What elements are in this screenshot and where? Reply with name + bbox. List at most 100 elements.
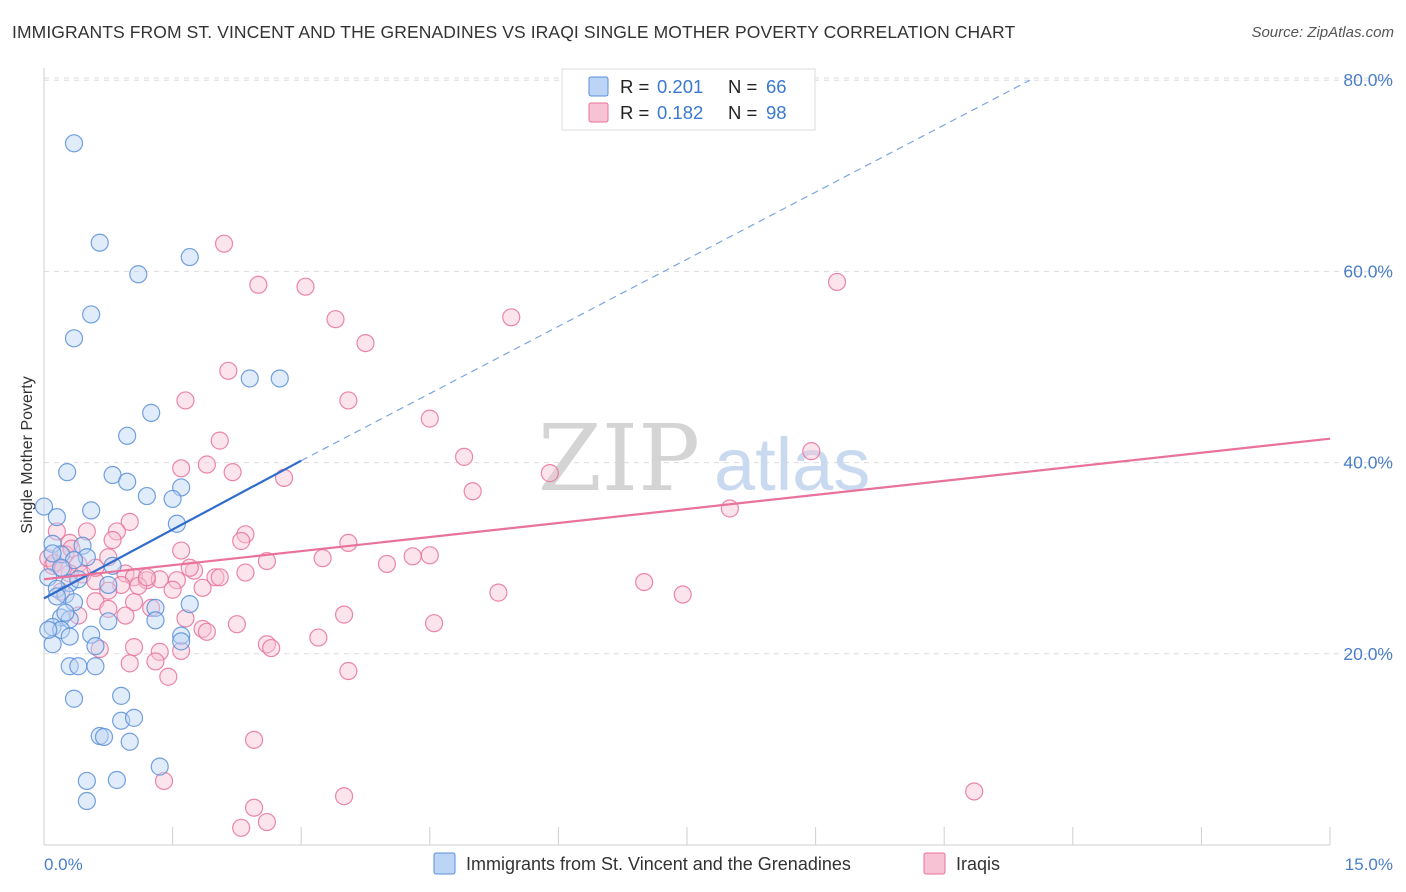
iraqis-point-67 [197,622,216,641]
x-tick-max: 15.0% [1345,855,1393,874]
iraqis-point-12 [454,447,474,466]
iraqis-point-54 [99,581,118,600]
iraqis-point-21 [120,512,139,531]
chart-source: Source: ZipAtlas.com [1251,24,1394,41]
iraqis-point-59 [673,585,692,604]
iraqis-point-63 [116,606,135,625]
legend-series: Immigrants from St. Vincent and the Gren… [433,852,1000,875]
iraqis-point-69 [424,614,444,633]
iraqis-point-58 [635,572,654,592]
iraqis-point-73 [124,638,144,657]
iraqis-point-52 [193,578,212,597]
iraqis-point-94 [137,568,156,587]
legend-r-label-pink: R = [620,102,654,123]
iraqis-point-3 [502,308,521,327]
iraqis-point-86 [257,812,277,832]
legend-swatch-blue [588,76,609,97]
legend-n-value-pink: 98 [766,102,787,123]
iraqis-point-87 [232,818,251,837]
iraqis-point-53 [163,580,182,599]
iraqis-point-28 [103,530,122,550]
iraqis-point-35 [257,551,277,571]
iraqis-point-9 [339,391,358,410]
iraqis-point-7 [219,361,238,380]
iraqis-point-48 [210,568,229,587]
iraqis-point-15 [197,455,216,474]
iraqis-point-47 [206,568,225,587]
iraqis-point-85 [244,798,264,817]
iraqis-point-55 [489,583,508,602]
iraqis-point-76 [150,642,169,661]
legend-n-label-pink: N = [728,102,762,123]
watermark: ZIP atlas [538,405,870,512]
iraqis-point-77 [120,654,139,673]
iraqis-point-80 [159,667,178,686]
iraqis-point-5 [326,310,345,329]
iraqis-point-96 [236,563,255,582]
legend-bottom-swatch-blue [433,852,456,875]
legend-r-value-blue: 0.201 [657,76,703,97]
iraqis-point-84 [965,782,984,801]
watermark-zip: ZIP [538,405,700,512]
y-tick-label-20: 20.0% [1343,644,1393,664]
axes [43,68,1331,846]
iraqis-point-68 [227,615,246,634]
iraqis-point-6 [356,334,375,353]
iraqis-point-0 [214,234,234,253]
iraqis-point-2 [296,277,315,296]
legend-bottom-label-blue: Immigrants from St. Vincent and the Gren… [466,854,851,874]
iraqis-point-26 [232,531,251,551]
trend-lines [43,79,1331,600]
legend-swatch-pink [588,102,609,123]
legend-n-label-blue: N = [728,76,762,97]
iraqis-point-4 [827,272,847,292]
legend-bottom-swatch-pink [923,852,946,875]
iraqis-point-91 [62,539,81,558]
trend-svg-extension [300,79,1031,462]
x-tick-labels: 0.0% 15.0% [44,855,1393,874]
series-svg-points [34,134,289,811]
y-tick-label-80: 80.0% [1343,70,1393,90]
series-iraqis-points [39,234,984,837]
iraqis-point-78 [146,652,165,671]
iraqis-point-83 [334,787,354,806]
iraqis-point-46 [167,571,186,590]
iraqis-point-62 [334,605,354,624]
iraqis-point-74 [172,641,191,661]
iraqis-point-65 [176,609,195,628]
legend-stats: R = 0.201 N = 66 R = 0.182 N = 98 [561,68,816,131]
legend-bottom-label-pink: Iraqis [956,854,1000,874]
iraqis-point-27 [339,533,358,553]
legend-r-label-blue: R = [620,76,654,97]
iraqis-point-70 [309,628,328,647]
iraqis-point-57 [124,593,144,612]
iraqis-point-23 [77,522,96,541]
iraqis-point-79 [339,661,358,681]
iraqis-point-81 [244,730,264,749]
legend-n-value-blue: 66 [766,76,787,97]
iraqis-point-36 [377,554,397,574]
iraqis-point-32 [420,546,439,565]
iraqis-point-33 [403,547,422,566]
y-tick-label-60: 60.0% [1343,261,1393,281]
iraqis-point-10 [420,409,439,428]
x-tick-min: 0.0% [44,855,83,874]
iraqis-point-16 [223,463,242,482]
iraqis-point-82 [154,771,174,791]
iraqis-point-18 [540,464,559,483]
iraqis-point-97 [313,549,332,568]
svg-text:R = 0.201 N =: R = 0.201 N = 66 [620,76,787,97]
iraqis-point-72 [262,638,281,658]
iraqis-point-1 [249,275,268,294]
iraqis-point-30 [172,541,191,560]
iraqis-point-13 [802,442,821,461]
iraqis-point-22 [107,522,126,541]
trend-iraqis [43,437,1331,581]
iraqis-point-60 [99,599,118,618]
legend-r-value-pink: 0.182 [657,102,703,123]
iraqis-point-8 [176,391,195,410]
svg-text:R = 0.182 N =: R = 0.182 N = 98 [620,102,787,123]
iraqis-point-19 [463,482,482,501]
watermark-atlas: atlas [714,423,870,506]
